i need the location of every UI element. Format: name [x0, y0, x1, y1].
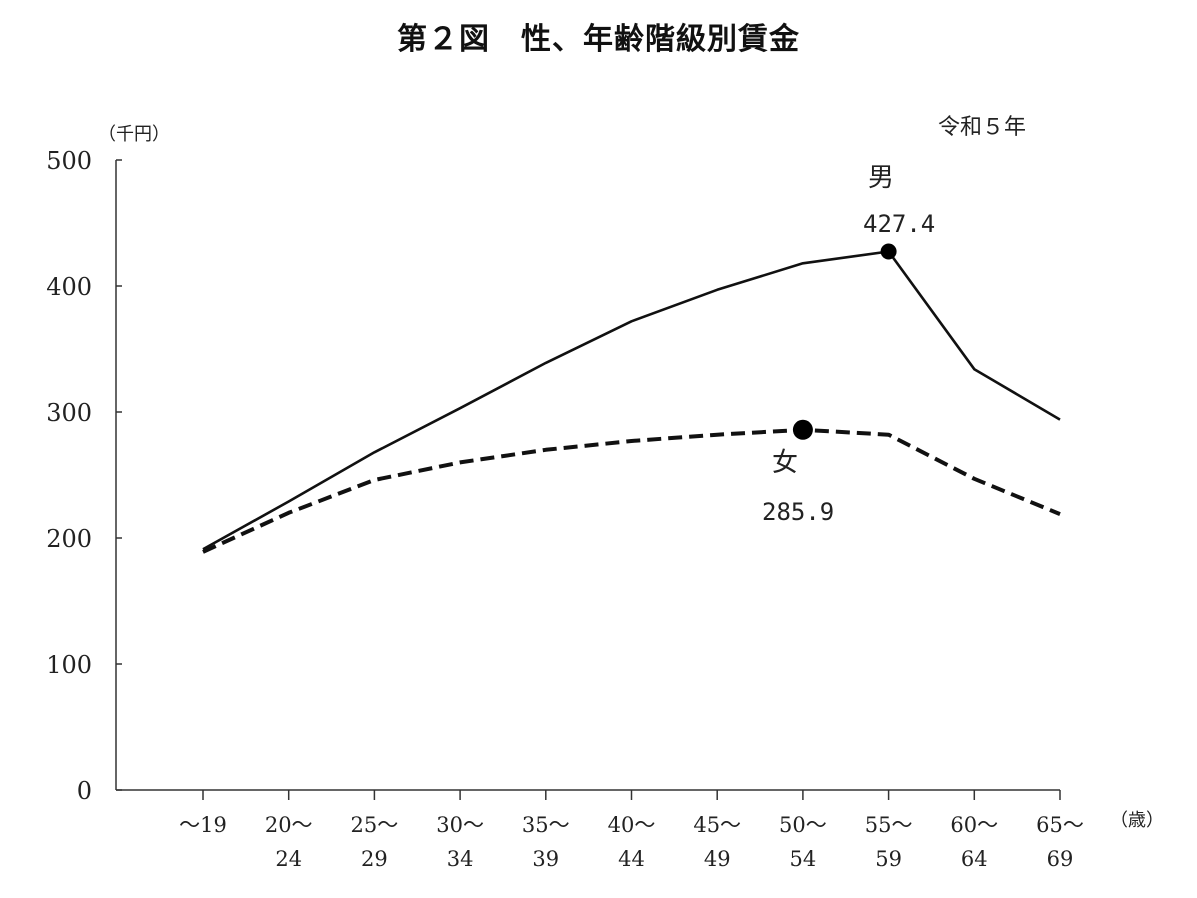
peak-value-female: 285.9 [762, 498, 834, 526]
y-tick-label: 200 [46, 525, 92, 553]
y-tick-label: 500 [46, 147, 92, 175]
x-tick-label-line2: 59 [875, 847, 902, 871]
peak-value-male: 427.4 [863, 210, 935, 238]
y-tick-label: 100 [46, 651, 92, 679]
x-tick-label: 20～ [265, 813, 313, 837]
x-tick-label: 50～ [779, 813, 827, 837]
peak-marker-male [880, 243, 897, 260]
x-tick-label: 55～ [865, 813, 913, 837]
x-tick-label: ～19 [179, 813, 227, 837]
year-note: 令和５年 [938, 115, 1026, 140]
series-label-male: 男 [868, 163, 894, 193]
x-tick-label: 25～ [351, 813, 399, 837]
peak-marker-female [792, 419, 813, 440]
x-tick-label-line2: 34 [447, 847, 474, 871]
y-tick-label: 0 [77, 777, 92, 805]
series-label-female: 女 [772, 448, 798, 478]
y-tick-label: 300 [46, 399, 92, 427]
y-unit-label: （千円） [98, 124, 170, 145]
series-markers [792, 243, 897, 440]
x-tick-label-line2: 39 [532, 847, 559, 871]
y-ticks: 0 100 200 300 400 500 [46, 147, 122, 805]
x-tick-label: 65～ [1036, 813, 1084, 837]
x-ticks: ～19 20～ 24 25～ 29 30～ 34 35～ 39 40～ 44 45～ 49 50～ 54 55… [179, 790, 1084, 871]
x-tick-label-line2: 69 [1047, 847, 1074, 871]
x-tick-label-line2: 54 [790, 847, 817, 871]
y-tick-label: 400 [46, 273, 92, 301]
x-tick-label: 60～ [950, 813, 998, 837]
series-lines [202, 250, 1061, 554]
x-tick-label-line2: 64 [961, 847, 988, 871]
x-tick-label: 45～ [693, 813, 741, 837]
x-tick-label-line2: 29 [361, 847, 388, 871]
series-line-female [202, 427, 1061, 554]
x-tick-label: 35～ [522, 813, 570, 837]
chart-title: 第２図 性、年齢階級別賃金 [397, 22, 800, 57]
x-tick-label-line2: 44 [618, 847, 645, 871]
axes [115, 160, 1060, 791]
x-tick-label: 40～ [608, 813, 656, 837]
series-line-male [202, 250, 1061, 551]
x-tick-label-line2: 24 [275, 847, 302, 871]
x-unit-label: （歳） [1110, 810, 1164, 831]
x-tick-label: 30～ [436, 813, 484, 837]
x-tick-label-line2: 49 [704, 847, 731, 871]
